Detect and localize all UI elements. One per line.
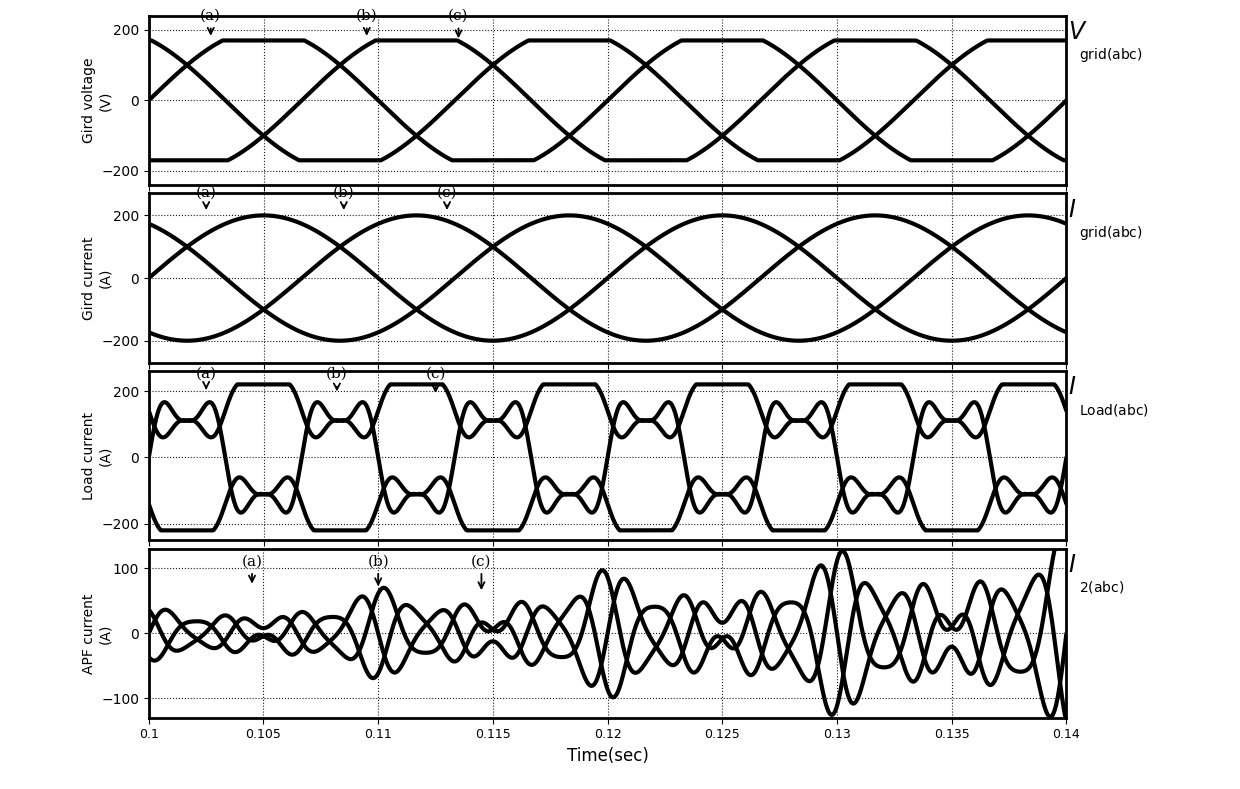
- Text: $\mathrm{Load(abc)}$: $\mathrm{Load(abc)}$: [1079, 402, 1149, 417]
- Text: $\mathit{V}$: $\mathit{V}$: [1068, 21, 1087, 44]
- Text: (c): (c): [436, 185, 458, 208]
- Text: (c): (c): [448, 9, 469, 36]
- Text: (b): (b): [356, 9, 378, 34]
- X-axis label: Time(sec): Time(sec): [567, 747, 649, 765]
- Text: (a): (a): [200, 9, 221, 34]
- Text: $\mathrm{grid(abc)}$: $\mathrm{grid(abc)}$: [1079, 47, 1143, 64]
- Text: $\mathit{I}$: $\mathit{I}$: [1068, 554, 1076, 577]
- Text: (a): (a): [242, 555, 263, 581]
- Text: $\mathit{I}$: $\mathit{I}$: [1068, 199, 1076, 222]
- Text: (a): (a): [196, 367, 217, 388]
- Text: (b): (b): [367, 555, 389, 585]
- Y-axis label: Gird current
(A): Gird current (A): [82, 236, 112, 320]
- Text: (b): (b): [332, 185, 355, 208]
- Y-axis label: Gird voltage
(V): Gird voltage (V): [82, 58, 112, 143]
- Text: $\mathrm{grid(abc)}$: $\mathrm{grid(abc)}$: [1079, 224, 1143, 242]
- Text: (a): (a): [196, 185, 217, 208]
- Text: $\mathit{I}$: $\mathit{I}$: [1068, 376, 1076, 399]
- Y-axis label: Load current
(A): Load current (A): [82, 412, 112, 499]
- Text: (c): (c): [471, 555, 492, 589]
- Text: (b): (b): [326, 367, 347, 390]
- Text: $\mathrm{2(abc)}$: $\mathrm{2(abc)}$: [1079, 579, 1125, 595]
- Y-axis label: APF current
(A): APF current (A): [82, 593, 112, 674]
- Text: (c): (c): [425, 367, 446, 391]
